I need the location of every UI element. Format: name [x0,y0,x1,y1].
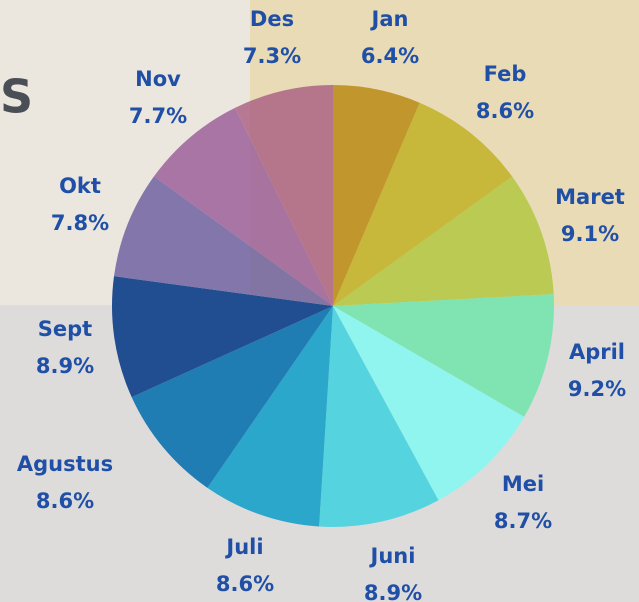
pie-slice [319,306,439,527]
slice-label: Feb [484,62,527,86]
slice-label: Sept [38,317,92,341]
slice-label: Maret [555,185,625,209]
slice-label: Nov [135,67,181,91]
pie-slice [234,85,333,306]
slice-label: Juli [224,535,263,559]
slice-value-label: 7.8% [51,211,109,235]
slice-value-label: 9.1% [561,222,619,246]
chart-title: S [0,70,33,124]
slice-label: Okt [59,174,101,198]
pie-slice [207,306,333,527]
slice-value-label: 8.7% [494,509,552,533]
slice-value-label: 9.2% [568,377,626,401]
slice-value-label: 8.9% [36,354,94,378]
slice-value-label: 8.9% [364,581,422,602]
pie-slice [114,176,333,306]
pie-slice [333,85,420,306]
slice-value-label: 8.6% [476,99,534,123]
pie-slice [333,102,513,306]
pie-slice [131,306,333,488]
slice-label: Des [250,7,294,31]
slice-value-label: 7.3% [243,44,301,68]
pie-slice [333,176,554,306]
slice-value-label: 8.6% [216,572,274,596]
slice-label: April [569,340,625,364]
slice-label: Juni [369,544,416,568]
slice-label: Jan [370,7,409,31]
slice-label: Agustus [17,452,113,476]
pie-slice [333,306,525,501]
slice-label: Mei [502,472,544,496]
slice-value-label: 6.4% [361,44,419,68]
pie-slice [153,107,333,306]
pie-slice [333,294,555,417]
slice-value-label: 7.7% [129,104,187,128]
pie-slice [112,276,333,398]
slice-value-label: 8.6% [36,489,94,513]
